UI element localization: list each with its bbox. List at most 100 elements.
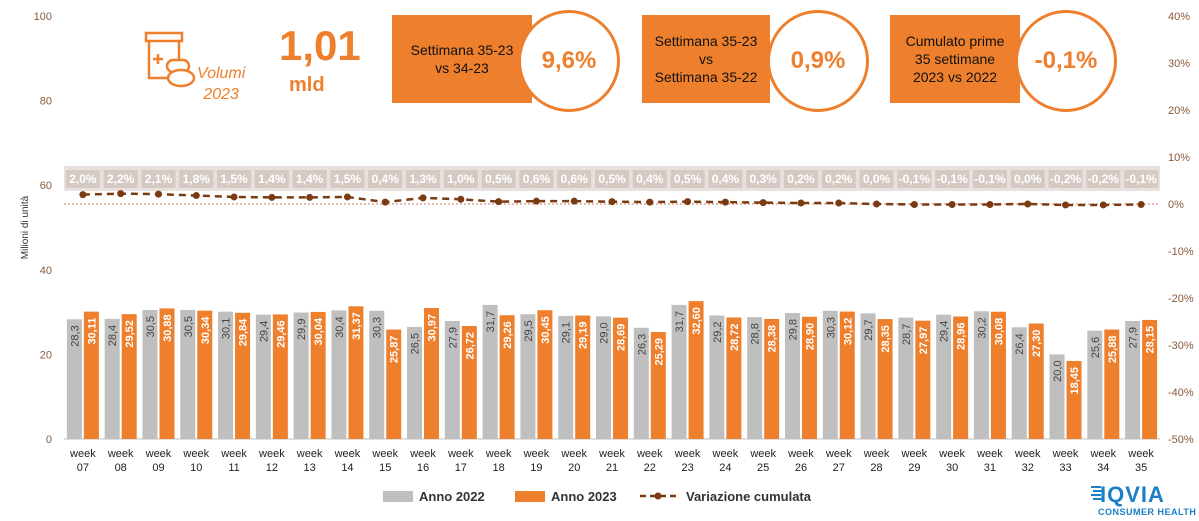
bar-2022-label: 28,8 <box>750 323 762 344</box>
variation-point <box>910 200 918 208</box>
x-tick-label-line2: 33 <box>1059 462 1071 474</box>
bar-2022 <box>66 319 82 439</box>
variation-label: -0,1% <box>974 172 1006 186</box>
variation-point <box>1024 200 1032 208</box>
bar-2023 <box>764 318 780 439</box>
volumes-label: Volumi 2023 <box>197 65 246 103</box>
bar-2022-label: 29,2 <box>712 321 724 342</box>
bar-2023-label: 27,97 <box>918 327 930 355</box>
x-tick-label-line2: 15 <box>379 462 391 474</box>
variation-point <box>1062 201 1070 209</box>
x-tick-label-line1: week <box>863 448 890 460</box>
variation-label: 0,4% <box>712 172 740 186</box>
variation-label-box <box>1048 170 1083 188</box>
bar-2022-label: 29,1 <box>561 322 573 343</box>
bar-2023-label: 29,19 <box>578 322 590 350</box>
x-tick-label-line2: 32 <box>1022 462 1034 474</box>
bar-2022-label: 29,5 <box>523 320 535 341</box>
bar-2023-label: 29,26 <box>502 321 514 349</box>
bar-2023-label: 28,96 <box>956 322 968 350</box>
x-tick-label-line2: 34 <box>1097 462 1109 474</box>
y-tick-label: 100 <box>34 11 52 23</box>
bar-2023 <box>953 316 969 439</box>
bar-2023 <box>499 315 515 439</box>
bar-2023 <box>801 316 817 439</box>
bar-2023 <box>650 332 666 439</box>
x-tick-label-line1: week <box>1127 448 1154 460</box>
kpi-week-vs-year-label: Settimana 35-23 vs Settimana 35-22 <box>642 15 770 103</box>
legend-label-variation: Variazione cumulata <box>686 489 812 504</box>
variation-point <box>192 192 200 200</box>
variation-point <box>797 199 805 207</box>
volumes-unit: mld <box>289 74 325 96</box>
variation-label-box <box>595 170 629 188</box>
y-axis-title: Milioni di unità <box>20 195 31 259</box>
y2-tick-label: -10% <box>1168 246 1194 258</box>
bar-2023-label: 32,60 <box>691 307 703 335</box>
variation-label-box <box>330 170 365 188</box>
bar-2023-label: 30,12 <box>842 318 854 346</box>
bar-2023-label: 28,72 <box>729 324 741 352</box>
variation-label-box <box>1124 170 1159 188</box>
volumes-value: 1,01 <box>279 22 361 69</box>
variation-label: 1,4% <box>258 172 286 186</box>
variation-label: 1,8% <box>183 172 211 186</box>
variation-point <box>457 195 465 203</box>
y2-tick-label: 0% <box>1168 199 1184 211</box>
bar-2022-label: 29,4 <box>258 321 270 342</box>
bar-2023 <box>424 307 440 439</box>
y2-tick-label: 40% <box>1168 11 1190 23</box>
y-tick-label: 0 <box>46 434 52 446</box>
x-tick-label-line2: 08 <box>115 462 127 474</box>
x-tick-label-line2: 23 <box>681 462 693 474</box>
variation-point <box>117 190 125 198</box>
bar-2022-label: 30,2 <box>976 317 988 338</box>
variation-label: -0,2% <box>1088 172 1120 186</box>
bar-2022 <box>1011 327 1027 439</box>
y-tick-label: 80 <box>40 96 52 108</box>
y2-tick-label: 20% <box>1168 105 1190 117</box>
variation-label: -0,1% <box>1125 172 1157 186</box>
bar-2022 <box>331 310 347 439</box>
y2-tick-label: -20% <box>1168 293 1194 305</box>
bar-2022 <box>860 313 876 439</box>
bar-2023 <box>1104 329 1120 439</box>
bar-2023 <box>1066 360 1082 439</box>
bar-2022 <box>444 320 460 439</box>
x-tick-label-line2: 12 <box>266 462 278 474</box>
variation-label: -0,1% <box>936 172 968 186</box>
bar-2022 <box>369 310 385 439</box>
bar-2023-label: 29,52 <box>124 320 136 348</box>
x-tick-label-line1: week <box>787 448 814 460</box>
legend-swatch-2022 <box>383 491 413 502</box>
bar-2022-label: 28,3 <box>69 325 81 346</box>
y2-tick-label: -40% <box>1168 387 1194 399</box>
iqvia-logo-icon <box>1091 486 1103 500</box>
variation-label-box <box>670 170 705 188</box>
bar-2023-label: 27,30 <box>1031 330 1043 358</box>
bar-2022 <box>596 316 611 439</box>
bar-2023-label: 25,88 <box>1107 336 1119 364</box>
bar-2023 <box>1028 323 1044 439</box>
variation-label: -0,1% <box>899 172 931 186</box>
variation-label: 0,0% <box>1014 172 1042 186</box>
bar-2022-label: 20,0 <box>1052 360 1064 381</box>
bar-2022 <box>1125 320 1141 439</box>
variation-label-box <box>1086 170 1121 188</box>
variation-label-box <box>481 170 516 188</box>
bar-2022 <box>520 314 536 439</box>
bar-2023 <box>235 312 251 439</box>
bar-2022 <box>822 310 838 439</box>
variation-label-box <box>443 170 478 188</box>
variation-point <box>343 193 351 201</box>
kpi-cumulative-value: -0,1% <box>1015 10 1117 112</box>
x-tick-label-line2: 16 <box>417 462 429 474</box>
bar-2023 <box>121 314 137 439</box>
variation-label: 2,2% <box>107 172 135 186</box>
bar-2023 <box>310 311 326 439</box>
bar-2022 <box>936 314 952 439</box>
legend-swatch-2023 <box>515 491 545 502</box>
variation-label: 2,0% <box>69 172 97 186</box>
bar-2022 <box>1087 330 1103 439</box>
bar-2022 <box>482 304 498 439</box>
